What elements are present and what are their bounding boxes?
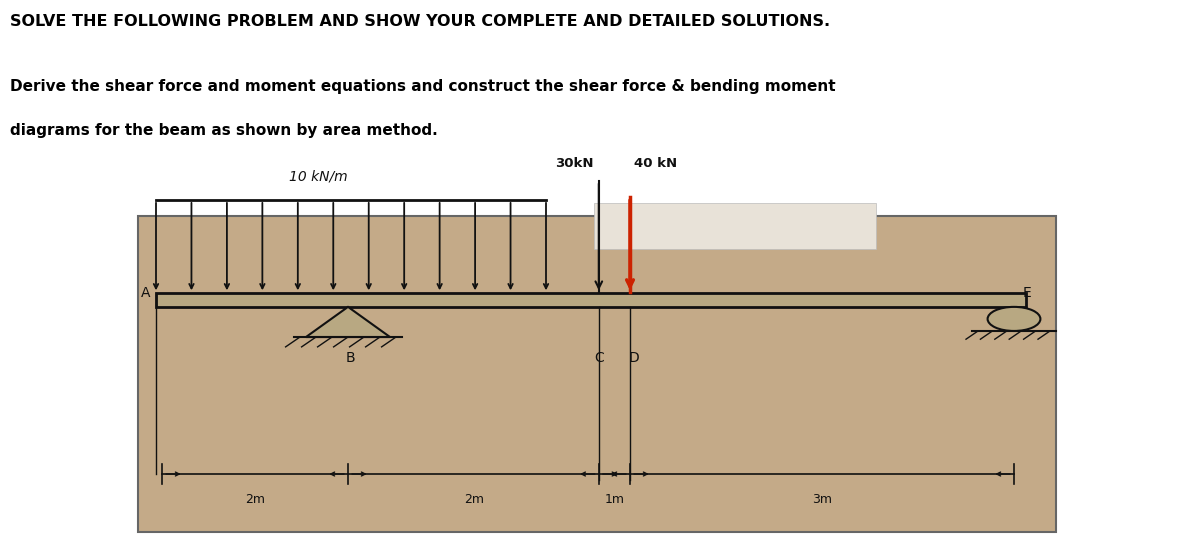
Text: 2m: 2m [464,493,484,506]
Text: 2m: 2m [246,493,265,506]
Text: A: A [140,286,150,300]
Text: 10 kN/m: 10 kN/m [289,169,347,184]
Bar [138,216,1056,532]
Text: diagrams for the beam as shown by area method.: diagrams for the beam as shown by area m… [10,123,437,138]
Text: C: C [594,351,604,365]
Polygon shape [306,307,390,337]
Bar [594,203,876,249]
Circle shape [988,307,1040,331]
Text: Derive the shear force and moment equations and construct the shear force & bend: Derive the shear force and moment equati… [10,79,835,94]
Text: E: E [1022,286,1031,300]
Text: 1m: 1m [605,493,624,506]
Text: SOLVE THE FOLLOWING PROBLEM AND SHOW YOUR COMPLETE AND DETAILED SOLUTIONS.: SOLVE THE FOLLOWING PROBLEM AND SHOW YOU… [10,14,829,28]
Text: B: B [346,351,355,365]
Text: 3m: 3m [812,493,832,506]
Text: D: D [629,351,638,365]
Bar [156,293,1026,307]
Text: 30kN: 30kN [556,157,594,170]
Text: 40 kN: 40 kN [634,157,677,170]
